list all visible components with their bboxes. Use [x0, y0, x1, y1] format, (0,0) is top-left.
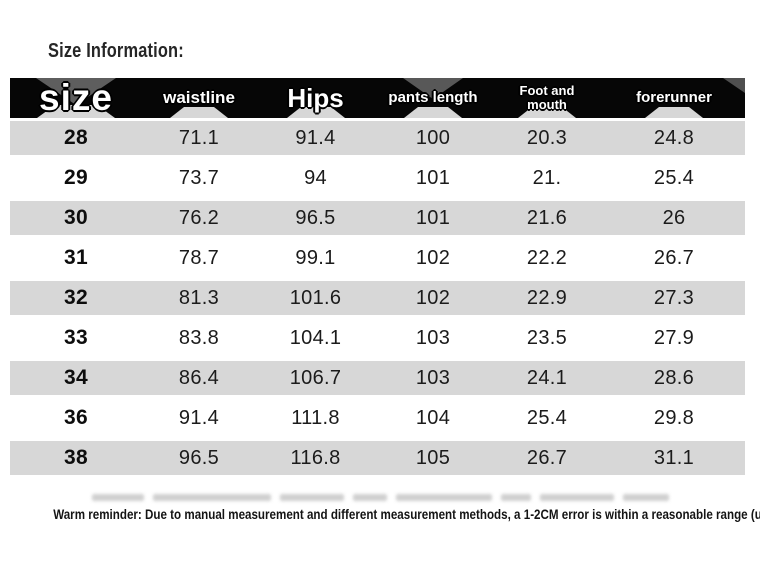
- reminder-text: Warm reminder: Due to manual measurement…: [53, 507, 760, 522]
- column-header-forerunner: forerunner: [603, 78, 745, 118]
- table-cell: 23.5: [526, 326, 568, 349]
- table-cell: 83.8: [178, 326, 220, 349]
- table-cell: 116.8: [290, 446, 341, 469]
- table-cell: 99.1: [295, 246, 336, 269]
- column-header-label: Hips: [287, 82, 344, 113]
- table-cell: 26: [662, 206, 686, 229]
- column-header-label: forerunner: [636, 88, 712, 106]
- table-cell: 33: [64, 326, 88, 349]
- table-cell: 100: [415, 126, 451, 149]
- table-cell: 31.1: [653, 446, 695, 469]
- table-cell: 20.3: [526, 126, 568, 149]
- table-cell: 28: [64, 126, 88, 149]
- table-cell: 81.3: [178, 286, 220, 309]
- table-row: 38 96.5 116.8 105 26.7 31.1: [10, 438, 745, 478]
- table-cell: 28.6: [653, 366, 695, 389]
- table-cell: 22.2: [526, 246, 568, 269]
- column-header-label: Foot and mouth: [519, 82, 575, 112]
- table-cell: 30: [64, 206, 88, 229]
- table-cell: 101: [415, 206, 451, 229]
- table-cell: 22.9: [526, 286, 568, 309]
- table-cell: 27.3: [653, 286, 695, 309]
- table-cell: 21.6: [526, 206, 568, 229]
- table-cell: 27.9: [653, 326, 695, 349]
- column-header-label: size: [39, 76, 113, 118]
- table-cell: 103: [415, 366, 451, 389]
- table-cell: 31: [64, 246, 88, 269]
- table-cell: 94: [304, 166, 327, 189]
- column-header-label: pants length: [388, 88, 478, 106]
- table-cell: 25.4: [653, 166, 695, 189]
- table-cell: 71.1: [178, 126, 220, 149]
- table-row: 28 71.1 91.4 100 20.3 24.8: [10, 118, 745, 158]
- table-cell: 76.2: [178, 206, 220, 229]
- table-cell: 78.7: [178, 246, 220, 269]
- column-header-waistline: waistline: [142, 78, 256, 118]
- column-header-hips: Hips: [256, 78, 375, 118]
- table-row: 31 78.7 99.1 102 22.2 26.7: [10, 238, 745, 278]
- table-cell: 91.4: [295, 126, 336, 149]
- table-cell: 102: [415, 246, 451, 269]
- table-cell: 32: [64, 286, 88, 309]
- table-cell: 26.7: [653, 246, 695, 269]
- table-cell: 96.5: [295, 206, 336, 229]
- page-title: Size Information:: [48, 40, 184, 62]
- table-row: 34 86.4 106.7 103 24.1 28.6: [10, 358, 745, 398]
- table-cell: 103: [415, 326, 451, 349]
- table-cell: 104.1: [289, 326, 342, 349]
- table-cell: 36: [64, 406, 88, 429]
- table-row: 36 91.4 111.8 104 25.4 29.8: [10, 398, 745, 438]
- table-cell: 111.8: [291, 406, 340, 429]
- table-cell: 102: [415, 286, 451, 309]
- table-row: 29 73.7 94 101 21. 25.4: [10, 158, 745, 198]
- table-cell: 34: [64, 366, 88, 389]
- table-cell: 96.5: [178, 446, 220, 469]
- table-cell: 21.: [532, 166, 562, 189]
- table-cell: 91.4: [178, 406, 220, 429]
- size-table: size waistline Hips pants length Foot an…: [10, 76, 745, 478]
- column-header-pants-length: pants length: [375, 78, 491, 118]
- table-cell: 105: [415, 446, 451, 469]
- table-row: 30 76.2 96.5 101 21.6 26: [10, 198, 745, 238]
- table-row: 33 83.8 104.1 103 23.5 27.9: [10, 318, 745, 358]
- table-cell: 101: [415, 166, 451, 189]
- table-cell: 101.6: [289, 286, 342, 309]
- table-cell: 29.8: [653, 406, 695, 429]
- faded-text-artifact: [92, 493, 678, 502]
- table-cell: 24.8: [653, 126, 695, 149]
- table-cell: 29: [64, 166, 88, 189]
- column-header-foot-and-mouth: Foot and mouth: [491, 78, 603, 118]
- table-cell: 25.4: [526, 406, 568, 429]
- table-header: size waistline Hips pants length Foot an…: [10, 76, 745, 118]
- table-cell: 106.7: [289, 366, 342, 389]
- table-body: 28 71.1 91.4 100 20.3 24.8 29 73.7 94 101 21. 25.4 3…: [10, 118, 745, 478]
- table-row: 32 81.3 101.6 102 22.9 27.3: [10, 278, 745, 318]
- column-header-label: waistline: [163, 87, 235, 107]
- ribbon-corner-notch: [723, 78, 745, 93]
- table-cell: 73.7: [178, 166, 220, 189]
- table-cell: 104: [415, 406, 451, 429]
- table-cell: 24.1: [526, 366, 568, 389]
- table-cell: 38: [64, 446, 88, 469]
- table-cell: 26.7: [526, 446, 568, 469]
- table-cell: 86.4: [178, 366, 220, 389]
- column-header-size: size: [10, 76, 142, 118]
